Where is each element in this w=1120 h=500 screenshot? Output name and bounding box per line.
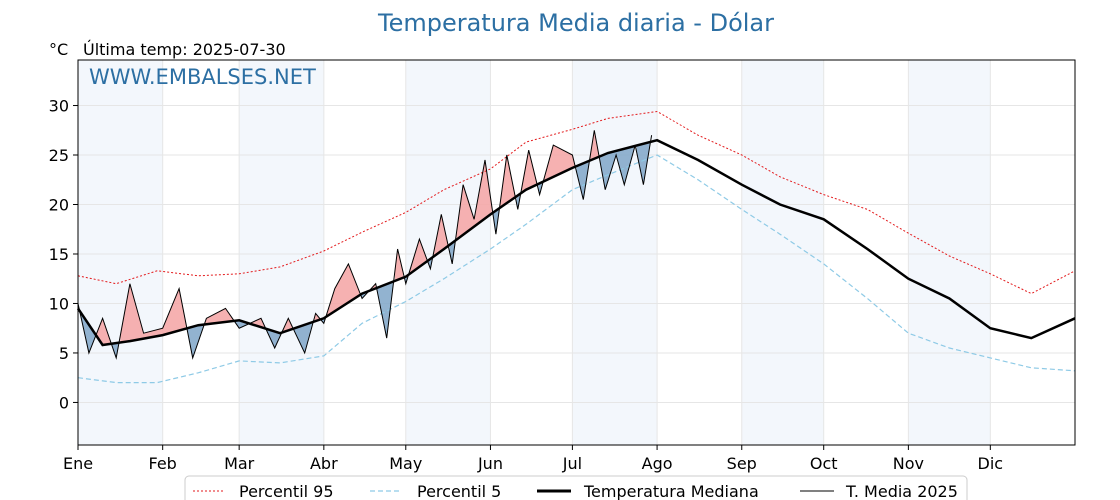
cold-anomaly-fill xyxy=(112,342,119,358)
cold-anomaly-fill xyxy=(293,322,313,353)
month-band xyxy=(908,60,991,445)
x-axis-ticks: Ene Feb Mar Abr May Jun Jul Ago Sep Oct Nov Dic xyxy=(63,445,1003,473)
x-tick-label: Sep xyxy=(727,454,757,473)
cold-anomaly-fill xyxy=(636,142,651,185)
month-band xyxy=(741,60,824,445)
x-tick-label: May xyxy=(389,454,422,473)
grid-lines xyxy=(77,60,1075,445)
legend: Percentil 95 Percentil 5 Temperatura Med… xyxy=(184,475,968,500)
series-line-current xyxy=(77,130,653,360)
legend-box xyxy=(184,475,968,500)
warm-anomaly-fill xyxy=(433,214,449,257)
series-line-median xyxy=(76,138,1076,347)
last-temp-label: Última temp: 2025-07-30 xyxy=(83,40,286,59)
warm-anomaly-fill xyxy=(250,318,266,329)
warm-anomaly-fill xyxy=(408,239,427,275)
y-tick-label: 0 xyxy=(59,393,69,412)
y-tick-label: 25 xyxy=(49,146,69,165)
x-tick-label: Ene xyxy=(63,454,93,473)
warm-anomaly-fill xyxy=(326,263,360,317)
month-bands xyxy=(78,60,991,445)
x-tick-label: Oct xyxy=(810,454,838,473)
legend-label-median: Temperatura Mediana xyxy=(583,482,759,500)
x-tick-label: Mar xyxy=(224,454,255,473)
warm-anomaly-fill xyxy=(120,283,186,343)
y-tick-label: 10 xyxy=(49,294,69,313)
warm-anomaly-fill xyxy=(590,130,599,161)
series-lines xyxy=(76,110,1076,384)
x-tick-label: Dic xyxy=(978,454,1004,473)
series-line-p5 xyxy=(77,154,1076,384)
y-tick-label: 30 xyxy=(49,97,69,116)
cold-anomaly-fill xyxy=(449,240,455,264)
x-tick-label: Feb xyxy=(149,454,177,473)
legend-label-p95: Percentil 95 xyxy=(239,482,334,500)
cold-anomaly-fill xyxy=(493,208,499,235)
warm-anomaly-fill xyxy=(543,145,576,182)
month-band xyxy=(78,60,163,445)
chart-title: Temperatura Media diaria - Dólar xyxy=(377,9,774,37)
y-tick-label: 20 xyxy=(49,195,69,214)
legend-label-p5: Percentil 5 xyxy=(417,482,501,500)
month-band xyxy=(239,60,324,445)
plot-frame xyxy=(77,59,1076,446)
anomaly-fills xyxy=(78,130,651,358)
cold-anomaly-fill xyxy=(80,312,96,353)
y-axis-ticks: 0 5 10 15 20 25 30 xyxy=(49,97,78,412)
series-line-p95 xyxy=(77,110,1076,295)
x-tick-label: Jun xyxy=(477,454,503,473)
x-tick-label: Jul xyxy=(562,454,582,473)
legend-label-current: T. Media 2025 xyxy=(845,482,958,500)
x-tick-label: Abr xyxy=(310,454,338,473)
warm-anomaly-fill xyxy=(521,150,537,193)
month-band xyxy=(572,60,658,445)
y-tick-label: 5 xyxy=(59,344,69,363)
unit-label: °C xyxy=(49,40,68,59)
cold-anomaly-fill xyxy=(576,161,589,200)
watermark: WWW.EMBALSES.NET xyxy=(89,65,316,89)
warm-anomaly-fill xyxy=(205,308,234,325)
x-tick-label: Ago xyxy=(642,454,673,473)
warm-anomaly-fill xyxy=(97,318,111,345)
x-tick-label: Nov xyxy=(893,454,924,473)
y-tick-label: 15 xyxy=(49,245,69,264)
warm-anomaly-fill xyxy=(500,155,515,208)
cold-anomaly-fill xyxy=(377,281,394,339)
